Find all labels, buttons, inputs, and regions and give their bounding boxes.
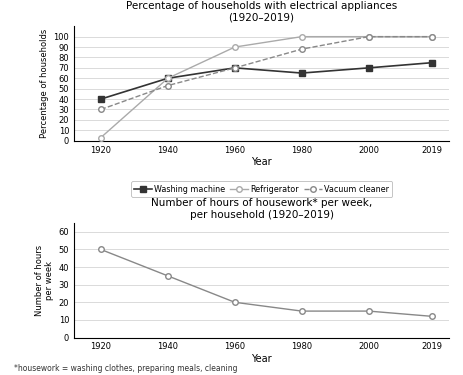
Text: *housework = washing clothes, preparing meals, cleaning: *housework = washing clothes, preparing …	[14, 364, 238, 373]
Y-axis label: Number of hours
per week: Number of hours per week	[35, 245, 55, 316]
Title: Number of hours of housework* per week,
per household (1920–2019): Number of hours of housework* per week, …	[151, 198, 372, 219]
Y-axis label: Percentage of households: Percentage of households	[40, 29, 49, 138]
Legend: Washing machine, Refrigerator, Vacuum cleaner: Washing machine, Refrigerator, Vacuum cl…	[131, 182, 392, 197]
X-axis label: Year: Year	[251, 354, 272, 364]
X-axis label: Year: Year	[251, 158, 272, 167]
Title: Percentage of households with electrical appliances
(1920–2019): Percentage of households with electrical…	[126, 1, 397, 23]
